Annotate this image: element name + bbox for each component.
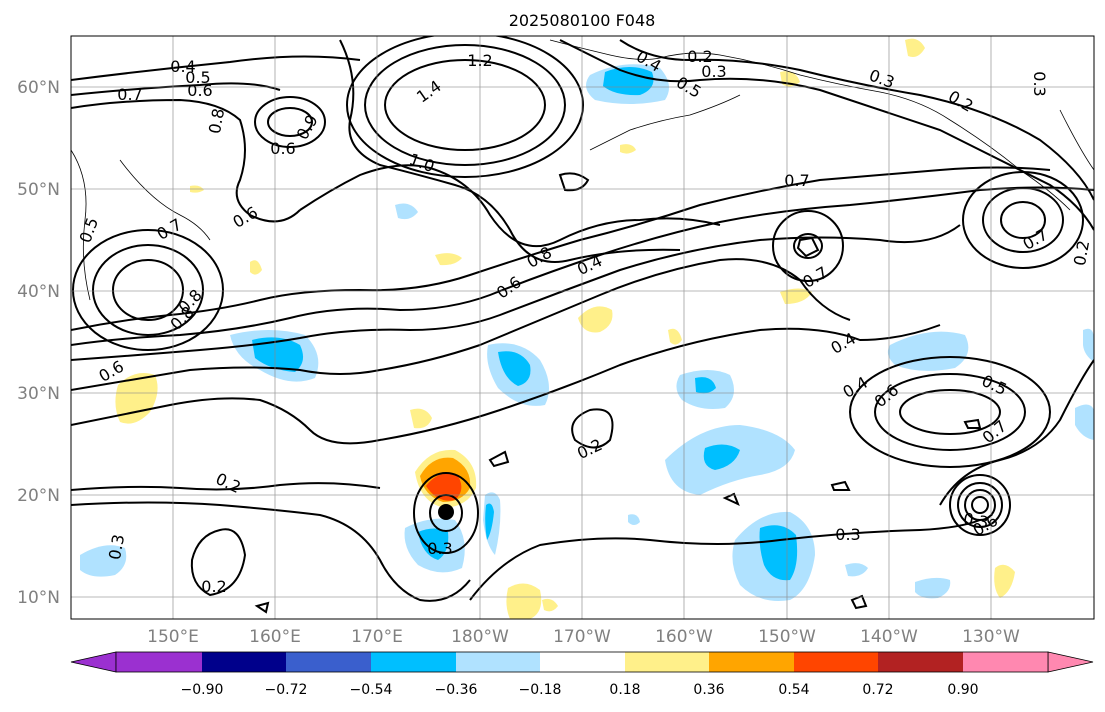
lon-tick-label: 140°W [860,627,918,647]
colorbar-segment [371,652,456,672]
contour-label: 0.5 [76,215,103,245]
colorbar: −0.90 −0.72 −0.54 −0.36 −0.18 0.18 0.36 … [70,651,1094,698]
contour-label: 0.7 [153,215,185,244]
colorbar-outline [115,651,1049,673]
contour-label: 0.2 [574,435,605,463]
colorbar-segment [625,652,709,672]
colorbar-segment [202,652,286,672]
colorbar-label: −0.72 [265,682,308,698]
colorbar-segment [709,652,794,672]
lat-tick-label: 10°N [17,588,60,608]
colorbar-label: 0.18 [609,682,640,698]
contour-label: 0.3 [427,539,452,558]
contour-label: 0.2 [213,469,244,497]
colorbar-label: −0.36 [435,682,478,698]
colorbar-left-arrow [70,651,117,673]
contour-label: 0.2 [687,47,712,66]
contour-label: 0.6 [270,139,295,158]
lon-tick-label: 160°E [249,627,301,647]
contour-label: 0.3 [1030,71,1049,96]
contour-label: 0.7 [117,85,142,104]
contour-label: 0.4 [170,57,195,76]
contour-label: 0.8 [523,243,555,272]
plot-title: 2025080100 F048 [509,11,656,30]
colorbar-label: −0.54 [350,682,393,698]
contour-label: 1.4 [413,76,445,106]
contour-label: 1.2 [467,51,492,70]
colorbar-right-arrow [1047,651,1094,673]
lon-tick-label: 150°E [147,627,199,647]
contour-label: 0.5 [185,68,210,87]
colorbar-segment [878,652,963,672]
colorbar-segment [286,652,371,672]
lon-tick-label: 180°W [451,627,509,647]
contour-label: 0.4 [839,373,871,402]
lon-tick-label: 130°W [962,627,1020,647]
colorbar-label: −0.18 [519,682,562,698]
lat-tick-label: 40°N [17,282,60,302]
colorbar-label: 0.36 [693,682,724,698]
colorbar-segment [116,652,202,672]
lat-tick-label: 50°N [17,180,60,200]
contour-label: 0.8 [205,107,228,135]
colorbar-label: 0.72 [862,682,893,698]
contour-label: 0.2 [201,577,226,596]
contour-label: 0.3 [105,533,128,561]
contour-label: 0.3 [962,509,990,532]
contour-label: 0.3 [701,62,726,81]
contour-label: 0.7 [784,171,809,190]
lat-tick-label: 60°N [17,78,60,98]
contour-label: 0.6 [229,203,261,232]
lat-tick-label: 20°N [17,486,60,506]
contour-label: 0.2 [1070,239,1093,267]
plot-frame [70,35,1095,620]
coastlines [71,39,1094,301]
storm-center-marker [438,504,454,520]
anomaly-shading [80,38,1094,619]
lon-tick-labels: 150°E 160°E 170°E 180°W 170°W 160°W 150°… [147,627,1020,647]
colorbar-segment [456,652,540,672]
colorbar-label: −0.90 [181,682,224,698]
contour-label: 0.3 [867,66,897,93]
contour-label: 0.2 [945,87,977,116]
contour-label: 0.6 [493,272,525,302]
colorbar-segment [540,652,625,672]
contour-lines [71,36,1094,614]
lat-tick-labels: 60°N 50°N 40°N 30°N 20°N 10°N [17,78,60,608]
lon-tick-label: 160°W [655,627,713,647]
colorbar-segment [794,652,878,672]
lon-tick-label: 150°W [758,627,816,647]
colorbar-label: 0.90 [947,682,978,698]
contour-label: 0.7 [1019,225,1051,254]
lon-tick-label: 170°E [351,627,403,647]
contour-label: 0.6 [187,81,212,100]
colorbar-label: 0.54 [778,682,809,698]
colorbar-segment [963,652,1048,672]
contour-label: 0.5 [673,73,705,102]
map-grid [71,36,1094,619]
lon-tick-label: 170°W [553,627,611,647]
lat-tick-label: 30°N [17,384,60,404]
contour-label: 0.7 [979,416,1011,447]
contour-label: 0.3 [835,525,860,544]
